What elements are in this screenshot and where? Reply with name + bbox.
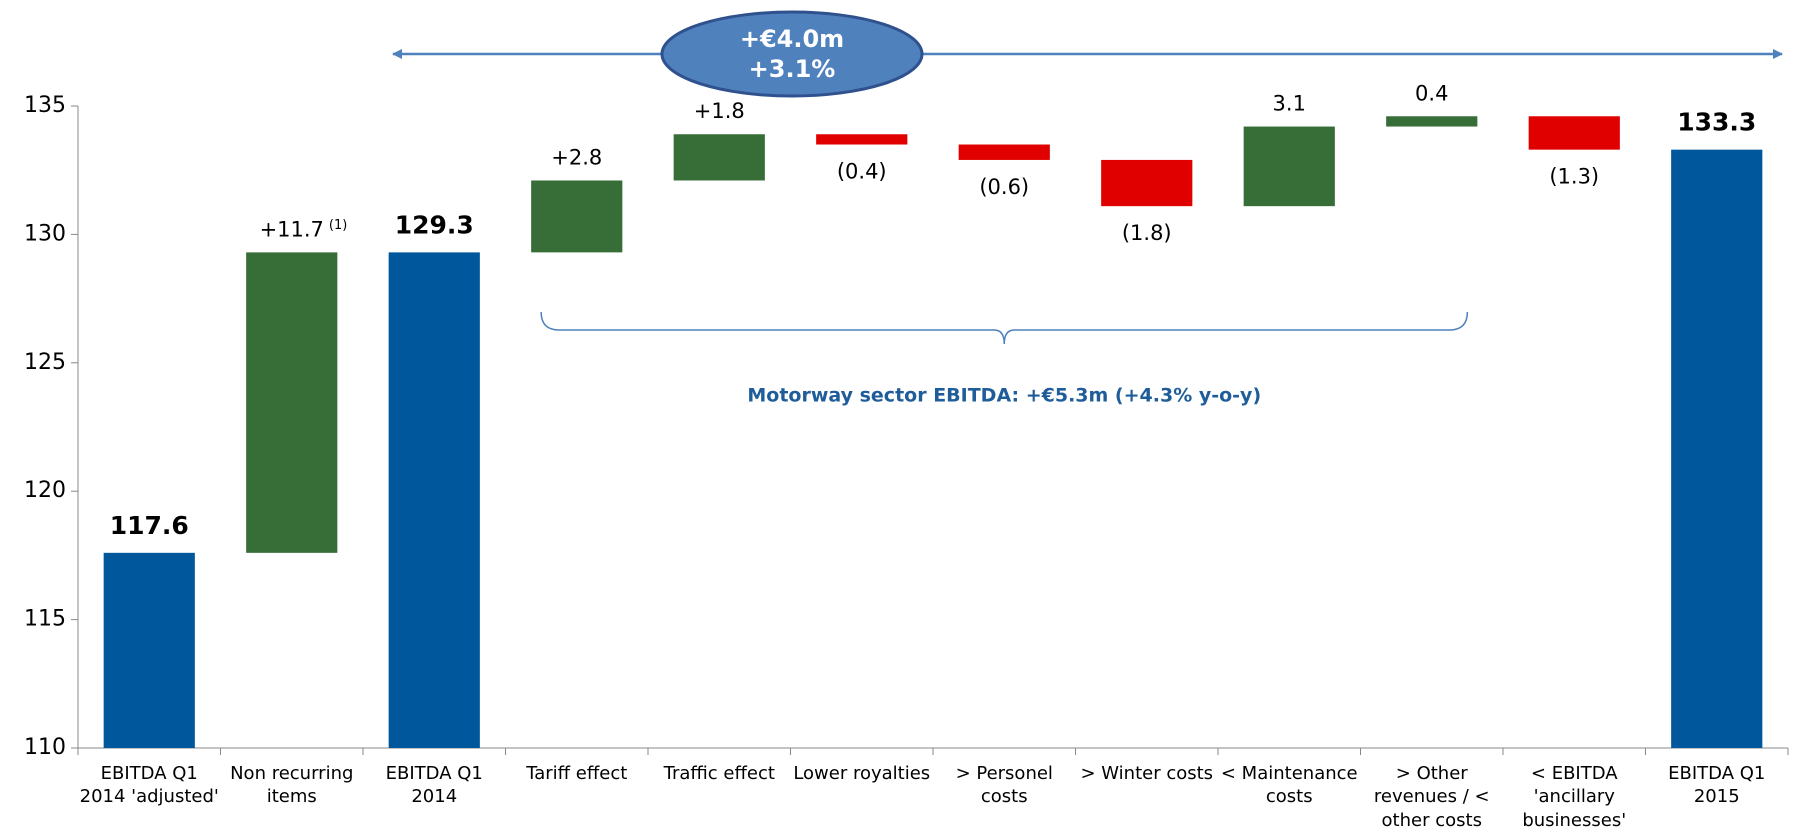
y-tick-label: 125	[24, 350, 66, 375]
bracket-label: Motorway sector EBITDA: +€5.3m (+4.3% y-…	[747, 385, 1261, 407]
bar	[673, 134, 765, 181]
value-label: +11.7	[260, 217, 324, 241]
value-label: 133.3	[1677, 108, 1756, 137]
y-tick-label: 115	[24, 607, 66, 632]
y-tick-label: 120	[24, 478, 66, 503]
bar	[1243, 126, 1335, 207]
bar	[1386, 116, 1478, 127]
bar	[1101, 159, 1193, 207]
bar	[388, 252, 480, 748]
bubble-text: +€4.0m	[740, 25, 844, 53]
x-tick-label: > Personel costs	[955, 763, 1053, 808]
x-tick-label: Traffic effect	[663, 763, 775, 784]
x-tick-label: < Maintenance costs	[1220, 763, 1358, 808]
x-tick-label: EBITDA Q1 2015	[1668, 763, 1766, 808]
bar	[531, 180, 623, 253]
value-label: (1.8)	[1122, 221, 1172, 245]
value-label: 0.4	[1415, 81, 1448, 105]
value-label: (1.3)	[1549, 165, 1599, 189]
value-label: 3.1	[1273, 92, 1306, 116]
bar	[958, 144, 1050, 160]
bubble	[660, 10, 924, 98]
y-tick-label: 135	[24, 93, 66, 118]
x-tick-label: Tariff effect	[526, 763, 628, 784]
y-tick-label: 110	[24, 735, 66, 760]
bar	[816, 134, 908, 145]
footnote-mark: (1)	[329, 218, 347, 233]
x-tick-label: EBITDA Q1 2014	[385, 763, 483, 808]
value-label: +2.8	[551, 145, 602, 169]
bar	[1671, 149, 1763, 748]
x-tick-label: Non recurring items	[230, 763, 354, 808]
x-tick-label: > Other revenues / < other costs	[1373, 763, 1490, 831]
bar	[246, 252, 338, 553]
x-tick-label: EBITDA Q1 2014 'adjusted'	[79, 763, 219, 808]
value-label: 129.3	[395, 210, 474, 239]
bracket	[540, 311, 1469, 345]
x-tick-label: < EBITDA 'ancillary businesses'	[1522, 763, 1627, 831]
value-label: (0.6)	[979, 175, 1029, 199]
bar	[103, 552, 195, 748]
value-label: 117.6	[110, 511, 189, 540]
y-tick-label: 130	[24, 221, 66, 246]
x-tick-label: Lower royalties	[793, 763, 931, 784]
value-label: (0.4)	[837, 160, 887, 184]
bubble-text: +3.1%	[749, 55, 836, 83]
x-tick-label: > Winter costs	[1080, 763, 1214, 784]
value-label: +1.8	[694, 99, 745, 123]
bar	[1528, 116, 1620, 150]
